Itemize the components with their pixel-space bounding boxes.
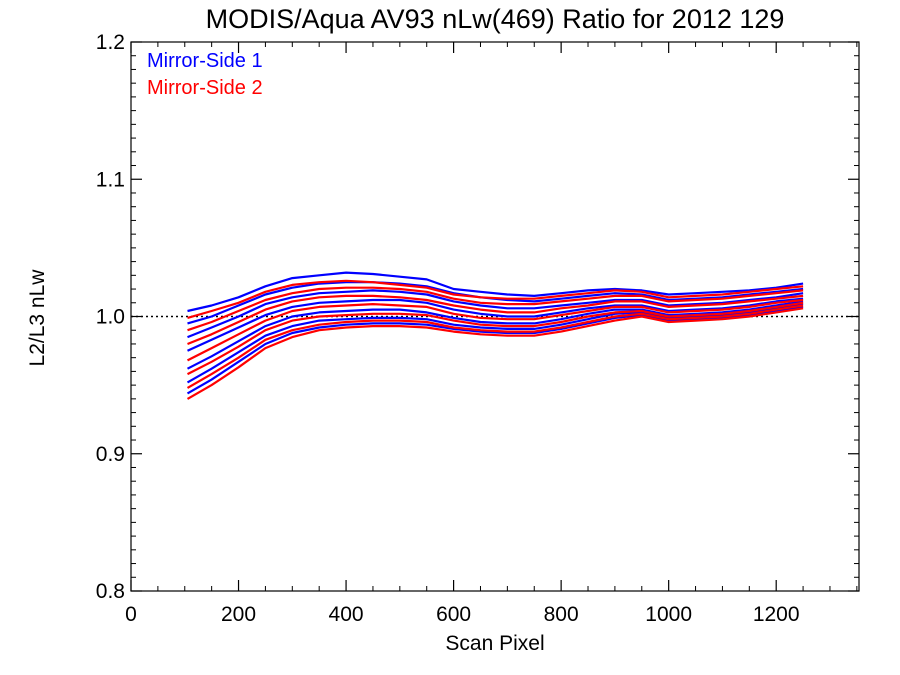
x-axis-label: Scan Pixel xyxy=(445,632,544,655)
x-tick-label: 1200 xyxy=(753,603,800,626)
series-1-line-6 xyxy=(186,303,804,384)
chart-title: MODIS/Aqua AV93 nLw(469) Ratio for 2012 … xyxy=(206,4,785,34)
series-1-line-4 xyxy=(187,297,804,352)
y-tick-label: 1.1 xyxy=(96,168,125,191)
x-tick-label: 1000 xyxy=(645,603,692,626)
series-1-line-3 xyxy=(187,289,804,339)
axis-ticks: 0 200 400 600 800 1000 1200 0.8 0.9 1.0 1.1 1.2 xyxy=(96,31,859,626)
series-2-line-6 xyxy=(186,304,804,389)
series-1-line-5 xyxy=(186,300,804,370)
y-tick-label: 1.2 xyxy=(96,31,125,54)
series-layer xyxy=(186,271,804,400)
y-axis-label: L2/L3 nLw xyxy=(26,269,49,367)
series-2-line-3 xyxy=(187,294,804,346)
x-tick-label: 800 xyxy=(544,603,579,626)
series-2-line-4 xyxy=(186,298,804,362)
series-1-line-7 xyxy=(186,305,804,395)
y-tick-label: 1.0 xyxy=(96,306,125,329)
series-2-line-5 xyxy=(186,301,804,376)
legend-entry-mirror-side-2: Mirror-Side 2 xyxy=(147,77,263,99)
x-tick-label: 600 xyxy=(436,603,471,626)
series-2-line-1 xyxy=(187,279,804,319)
y-tick-label: 0.9 xyxy=(96,443,125,466)
series-2-line-7 xyxy=(186,307,804,400)
series-1-line-1 xyxy=(187,271,804,313)
series-2 xyxy=(186,279,804,400)
legend-entry-mirror-side-1: Mirror-Side 1 xyxy=(147,50,263,72)
x-tick-label: 0 xyxy=(125,603,137,626)
legend: Mirror-Side 1 Mirror-Side 2 xyxy=(147,50,263,99)
y-tick-label: 0.8 xyxy=(96,580,125,603)
x-tick-label: 400 xyxy=(329,603,364,626)
series-2-line-2 xyxy=(187,286,804,332)
x-tick-label: 200 xyxy=(221,603,256,626)
